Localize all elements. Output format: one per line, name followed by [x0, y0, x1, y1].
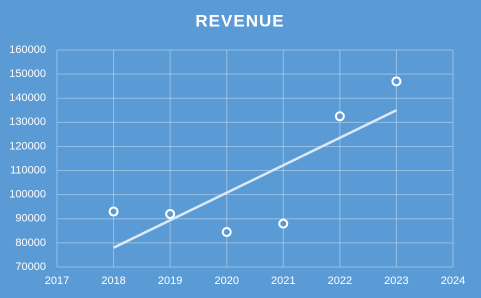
x-tick-label: 2019 — [158, 275, 182, 287]
x-tick-label: 2021 — [271, 275, 295, 287]
y-tick-label: 90000 — [15, 213, 46, 225]
point — [278, 218, 289, 229]
y-tick-label: 110000 — [10, 164, 46, 176]
point — [391, 76, 402, 87]
point — [108, 206, 119, 217]
x-tick-label: 2022 — [328, 275, 352, 287]
y-tick-label: 100000 — [9, 189, 46, 201]
y-tick-label: 160000 — [9, 44, 46, 56]
point — [334, 111, 345, 122]
trendline — [113, 109, 397, 249]
y-tick-label: 140000 — [9, 92, 46, 104]
y-tick-label: 80000 — [15, 237, 46, 249]
x-tick-label: 2023 — [384, 275, 408, 287]
x-tick-label: 2017 — [45, 275, 69, 287]
x-tick-label: 2020 — [214, 275, 238, 287]
y-tick-label: 130000 — [9, 116, 46, 128]
x-tick-label: 2024 — [441, 275, 465, 287]
chart-title: REVENUE — [195, 11, 284, 30]
point — [165, 208, 176, 219]
x-tick-label: 2018 — [101, 275, 125, 287]
y-tick-label: 70000 — [15, 261, 46, 273]
y-tick-label: 150000 — [9, 68, 46, 80]
y-tick-label: 120000 — [9, 140, 46, 152]
point — [221, 227, 232, 238]
